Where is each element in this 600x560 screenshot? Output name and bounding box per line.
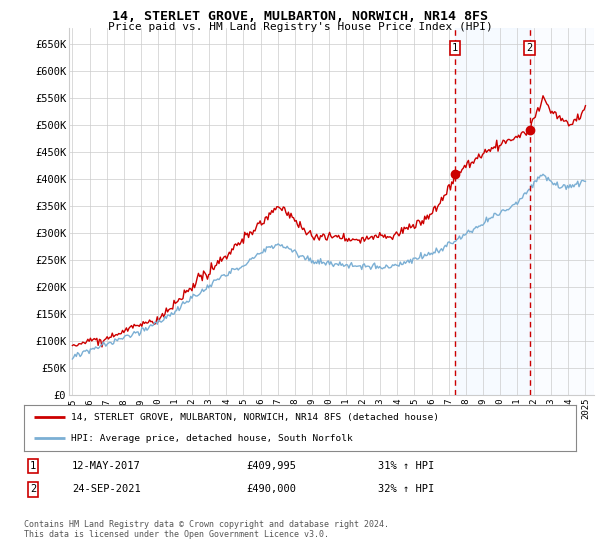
Text: 12-MAY-2017: 12-MAY-2017 [72, 461, 141, 471]
Text: £490,000: £490,000 [246, 484, 296, 494]
Text: 1: 1 [30, 461, 36, 471]
Text: Price paid vs. HM Land Registry's House Price Index (HPI): Price paid vs. HM Land Registry's House … [107, 22, 493, 32]
Text: 32% ↑ HPI: 32% ↑ HPI [378, 484, 434, 494]
Bar [530, 28, 594, 395]
Text: 2: 2 [526, 43, 533, 53]
Bar [455, 28, 530, 395]
Text: HPI: Average price, detached house, South Norfolk: HPI: Average price, detached house, Sout… [71, 434, 353, 443]
Text: Contains HM Land Registry data © Crown copyright and database right 2024.
This d: Contains HM Land Registry data © Crown c… [24, 520, 389, 539]
Text: 31% ↑ HPI: 31% ↑ HPI [378, 461, 434, 471]
Text: £409,995: £409,995 [246, 461, 296, 471]
Text: 14, STERLET GROVE, MULBARTON, NORWICH, NR14 8FS: 14, STERLET GROVE, MULBARTON, NORWICH, N… [112, 10, 488, 23]
Text: 24-SEP-2021: 24-SEP-2021 [72, 484, 141, 494]
Text: 2: 2 [30, 484, 36, 494]
Text: 14, STERLET GROVE, MULBARTON, NORWICH, NR14 8FS (detached house): 14, STERLET GROVE, MULBARTON, NORWICH, N… [71, 413, 439, 422]
Text: 1: 1 [452, 43, 458, 53]
